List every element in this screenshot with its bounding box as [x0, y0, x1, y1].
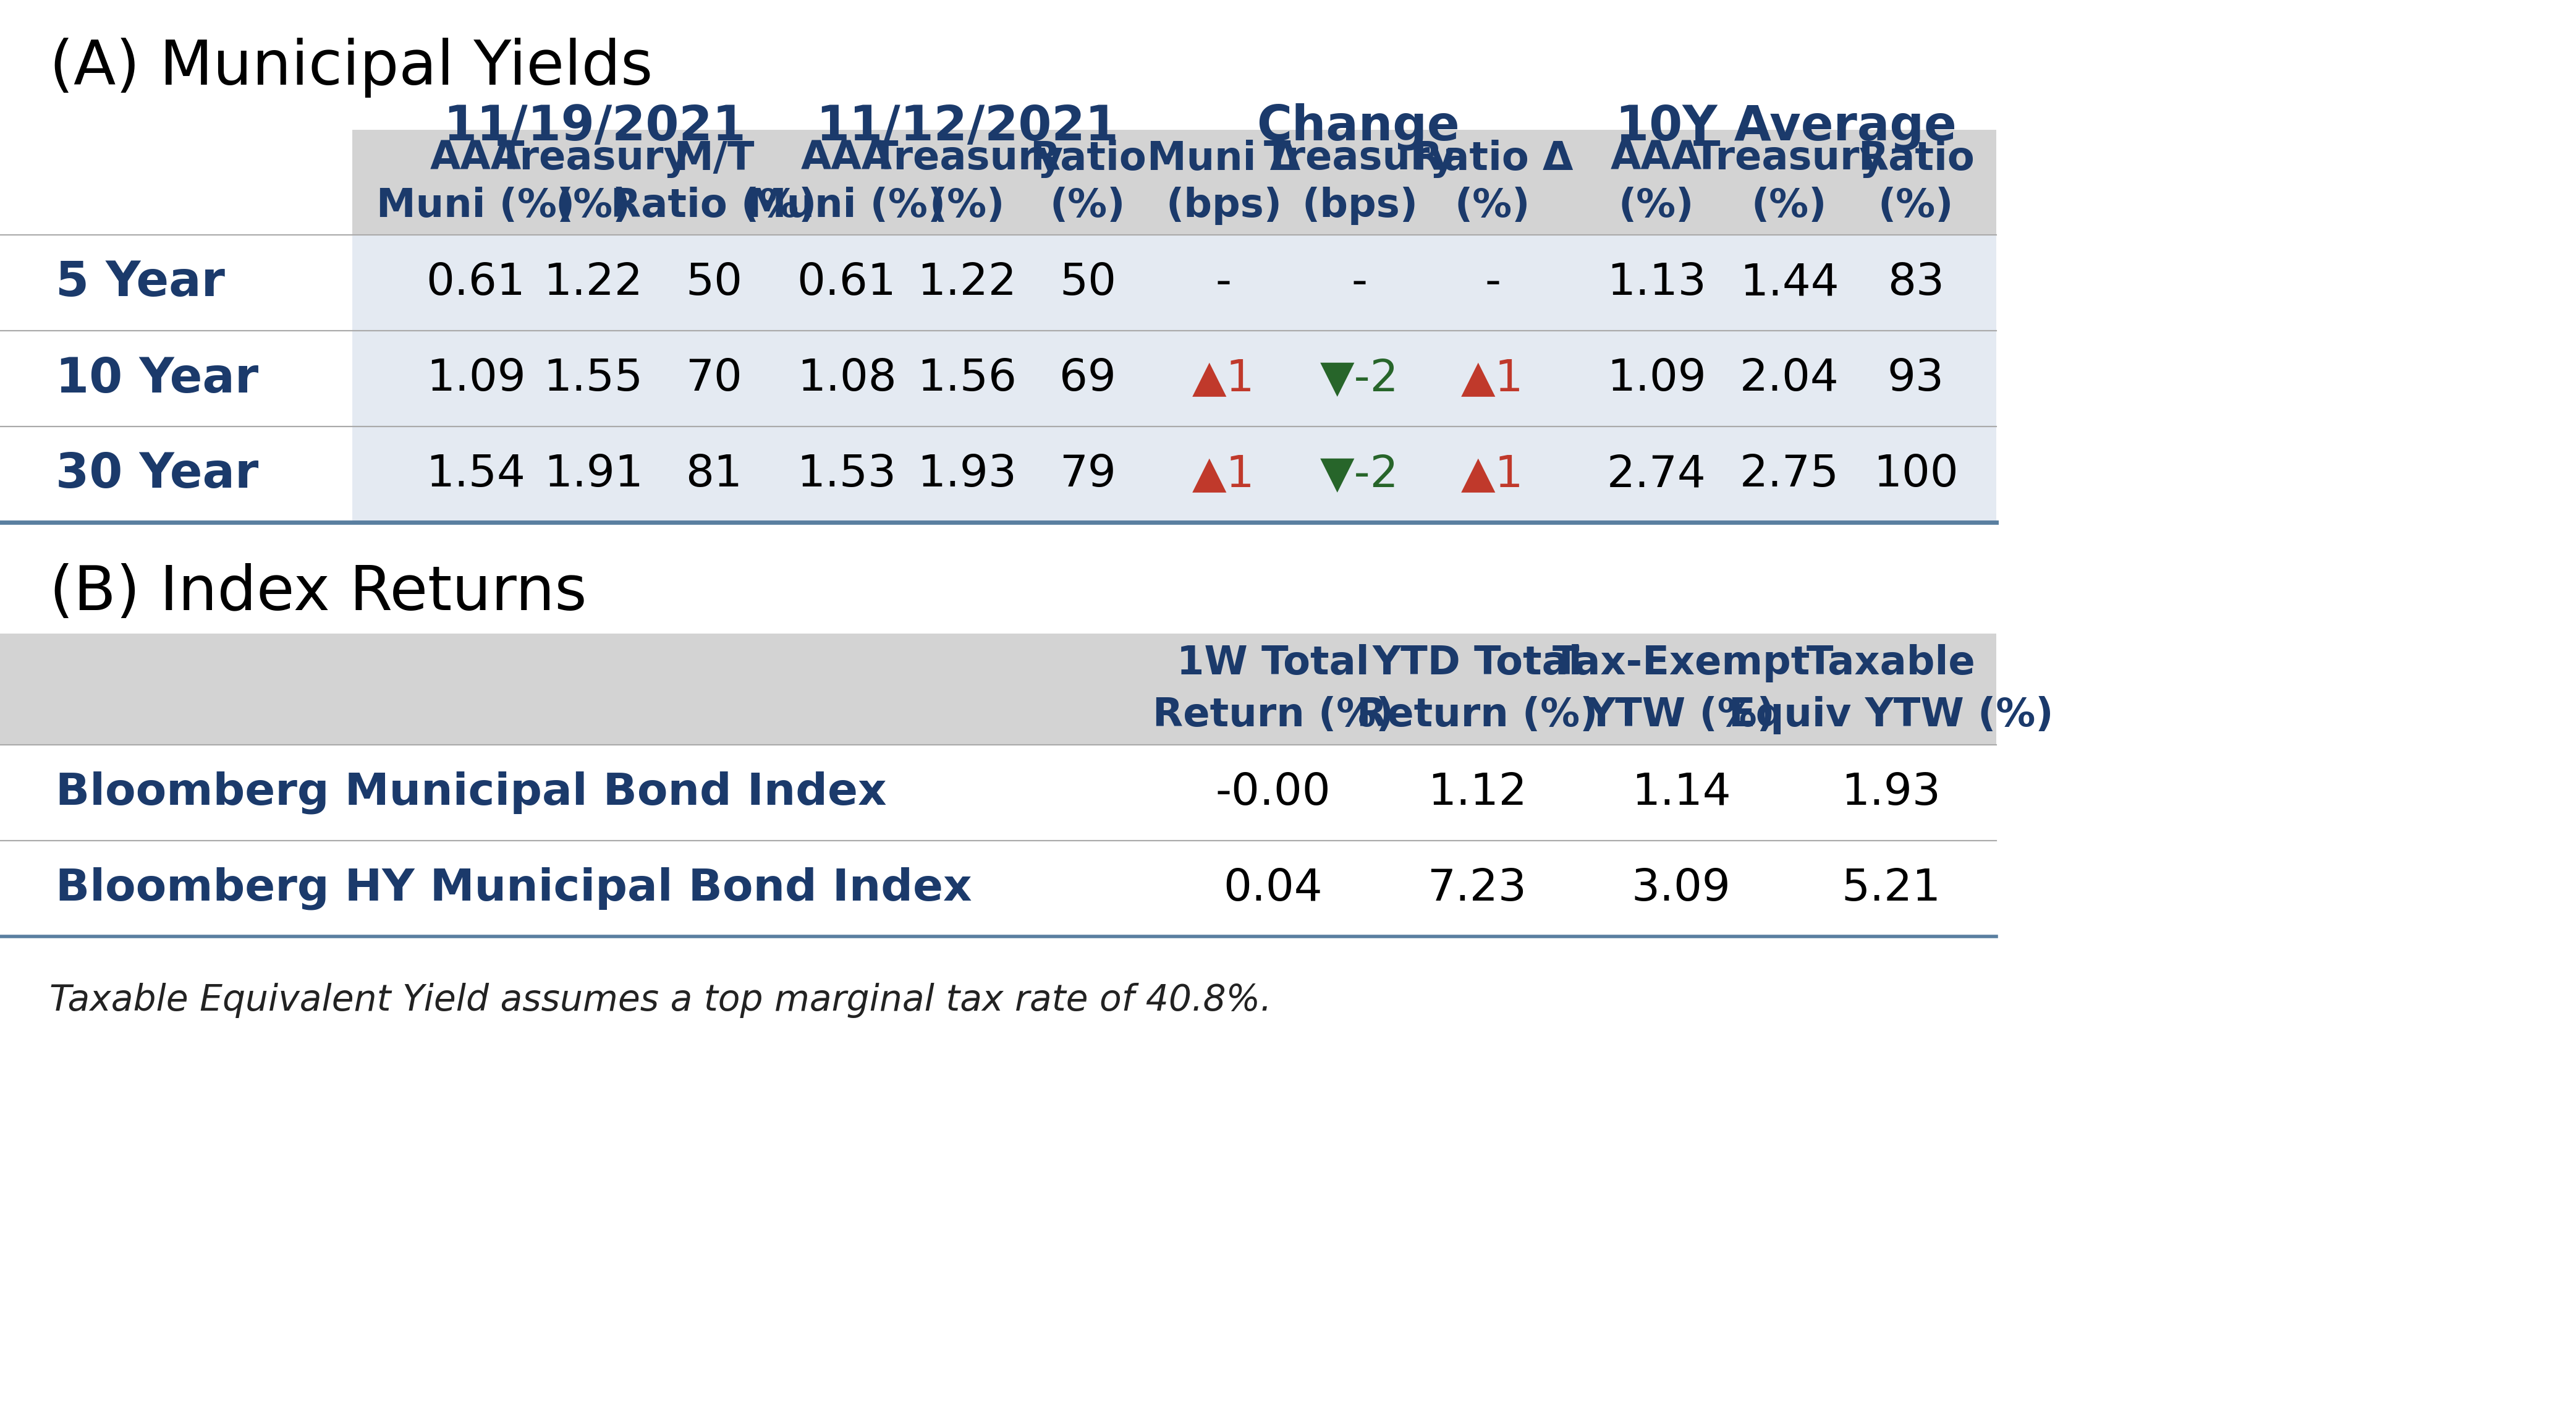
Text: (%): (%): [1051, 187, 1126, 225]
Text: 11/19/2021: 11/19/2021: [443, 103, 747, 150]
Text: 5.21: 5.21: [1842, 867, 1940, 910]
Text: 1.54: 1.54: [425, 453, 526, 496]
Text: ▼-2: ▼-2: [1321, 453, 1399, 496]
Text: 70: 70: [685, 358, 742, 399]
Text: (%): (%): [1455, 187, 1530, 225]
Text: Ratio Δ: Ratio Δ: [1412, 140, 1574, 178]
Text: 7.23: 7.23: [1427, 867, 1528, 910]
Bar: [353, 331, 1996, 426]
Text: 1.22: 1.22: [544, 261, 644, 304]
Text: 69: 69: [1059, 358, 1115, 399]
Text: 79: 79: [1059, 453, 1115, 496]
Bar: [0, 744, 1996, 841]
Text: YTW (%): YTW (%): [1587, 696, 1775, 734]
Text: 0.04: 0.04: [1224, 867, 1324, 910]
Text: 1.93: 1.93: [917, 453, 1018, 496]
Text: 1.09: 1.09: [1607, 358, 1705, 399]
Text: 100: 100: [1873, 453, 1958, 496]
Text: 81: 81: [685, 453, 742, 496]
Text: 3.09: 3.09: [1631, 867, 1731, 910]
Text: Equiv YTW (%): Equiv YTW (%): [1728, 696, 2053, 734]
Text: (%): (%): [930, 187, 1005, 225]
Text: -0.00: -0.00: [1216, 771, 1332, 814]
Text: 1.91: 1.91: [544, 453, 644, 496]
Text: 1.53: 1.53: [796, 453, 896, 496]
Text: (%): (%): [1878, 187, 1953, 225]
Text: 1.14: 1.14: [1631, 771, 1731, 814]
Text: 2.75: 2.75: [1739, 453, 1839, 496]
Text: Bloomberg HY Municipal Bond Index: Bloomberg HY Municipal Bond Index: [57, 867, 971, 910]
Bar: [353, 426, 1996, 522]
Text: (A) Municipal Yields: (A) Municipal Yields: [49, 39, 652, 98]
Bar: [0, 235, 353, 331]
Text: ▲1: ▲1: [1193, 358, 1255, 399]
Text: 1.13: 1.13: [1607, 261, 1705, 304]
Text: 0.61: 0.61: [425, 261, 526, 304]
Text: 1.44: 1.44: [1739, 261, 1839, 304]
Text: 1.08: 1.08: [796, 358, 896, 399]
Text: Treasury: Treasury: [1265, 140, 1455, 178]
Text: 1.93: 1.93: [1842, 771, 1940, 814]
Text: Tax-Exempt: Tax-Exempt: [1553, 645, 1811, 683]
Text: Treasury: Treasury: [871, 140, 1064, 178]
Bar: [0, 331, 353, 426]
Text: ▲1: ▲1: [1461, 358, 1525, 399]
Text: AAA: AAA: [430, 140, 523, 178]
Text: Muni Δ: Muni Δ: [1146, 140, 1301, 178]
Text: 93: 93: [1888, 358, 1945, 399]
Text: 5 Year: 5 Year: [57, 260, 224, 307]
Text: 83: 83: [1888, 261, 1945, 304]
Text: Muni (%): Muni (%): [376, 187, 574, 225]
Text: 1.56: 1.56: [917, 358, 1018, 399]
Text: AAA: AAA: [1610, 140, 1703, 178]
Text: (bps): (bps): [1301, 187, 1417, 225]
Text: 1.09: 1.09: [425, 358, 526, 399]
Bar: [353, 235, 1996, 331]
Text: 2.04: 2.04: [1739, 358, 1839, 399]
Text: 0.61: 0.61: [796, 261, 896, 304]
Text: Taxable Equivalent Yield assumes a top marginal tax rate of 40.8%.: Taxable Equivalent Yield assumes a top m…: [49, 983, 1273, 1018]
Text: Return (%): Return (%): [1358, 696, 1597, 734]
Text: 1W Total: 1W Total: [1177, 645, 1370, 683]
Bar: [353, 130, 1996, 235]
Text: ▼-2: ▼-2: [1321, 358, 1399, 399]
Text: (%): (%): [1618, 187, 1695, 225]
Text: 1.22: 1.22: [917, 261, 1018, 304]
Text: 11/12/2021: 11/12/2021: [817, 103, 1118, 150]
Text: ▲1: ▲1: [1193, 453, 1255, 496]
Text: (%): (%): [556, 187, 631, 225]
Bar: [0, 633, 1996, 744]
Text: 30 Year: 30 Year: [57, 451, 258, 498]
Text: (bps): (bps): [1164, 187, 1283, 225]
Text: Ratio: Ratio: [1857, 140, 1973, 178]
Text: 1.12: 1.12: [1427, 771, 1528, 814]
Text: YTD Total: YTD Total: [1373, 645, 1582, 683]
Text: 1.55: 1.55: [544, 358, 644, 399]
Text: Treasury: Treasury: [1692, 140, 1886, 178]
Text: Taxable: Taxable: [1806, 645, 1976, 683]
Text: -: -: [1352, 261, 1368, 304]
Text: Bloomberg Municipal Bond Index: Bloomberg Municipal Bond Index: [57, 771, 886, 814]
Text: (%): (%): [1752, 187, 1826, 225]
Text: Muni (%): Muni (%): [747, 187, 945, 225]
Text: Ratio: Ratio: [1030, 140, 1146, 178]
Text: -: -: [1484, 261, 1502, 304]
Text: Ratio (%): Ratio (%): [611, 187, 817, 225]
Text: 2.74: 2.74: [1607, 453, 1705, 496]
Text: -: -: [1216, 261, 1231, 304]
Bar: [0, 426, 353, 522]
Text: Treasury: Treasury: [497, 140, 690, 178]
Text: (B) Index Returns: (B) Index Returns: [49, 563, 587, 623]
Text: Change: Change: [1257, 103, 1461, 150]
Text: 10 Year: 10 Year: [57, 355, 258, 402]
Text: 50: 50: [685, 261, 742, 304]
Text: ▲1: ▲1: [1461, 453, 1525, 496]
Bar: [0, 841, 1996, 937]
Text: 10Y Average: 10Y Average: [1615, 103, 1958, 150]
Text: Return (%): Return (%): [1151, 696, 1394, 734]
Text: M/T: M/T: [672, 140, 755, 178]
Text: 50: 50: [1059, 261, 1115, 304]
Text: AAA: AAA: [801, 140, 891, 178]
